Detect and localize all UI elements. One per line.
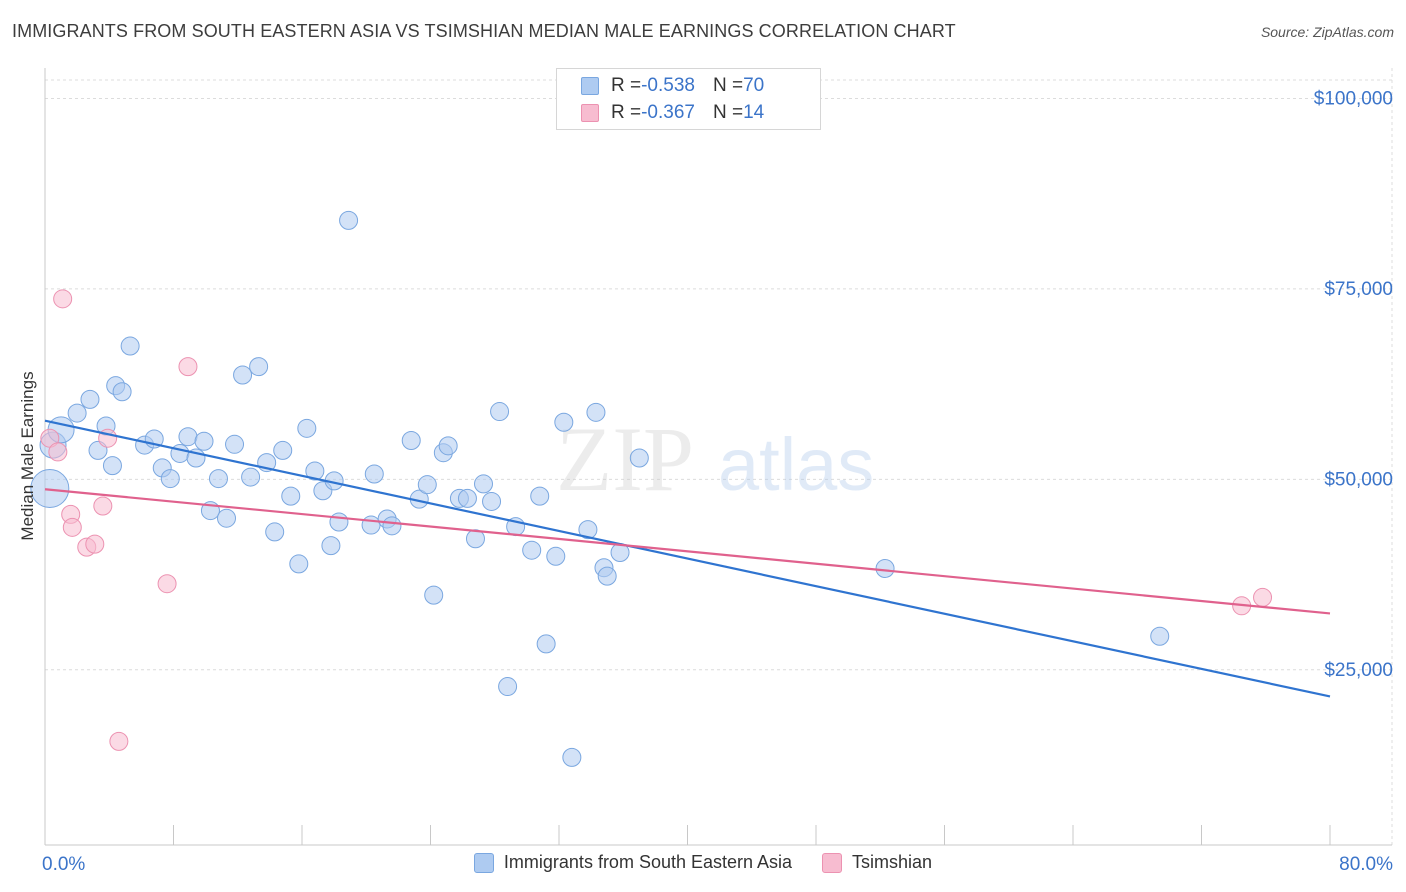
blue-point	[281, 486, 301, 506]
n-label: N =	[712, 102, 744, 123]
blue-point	[597, 566, 617, 586]
blue-point	[875, 558, 895, 578]
r-label: R =	[611, 102, 642, 123]
series-legend: Immigrants from South Eastern Asia Tsims…	[0, 852, 1406, 873]
legend-swatch-blue	[473, 852, 494, 873]
pink-point	[1253, 587, 1273, 607]
legend-item-immigrants[interactable]: Immigrants from South Eastern Asia	[473, 852, 793, 873]
legend-label: Tsimshian	[852, 852, 933, 872]
blue-point	[305, 461, 325, 481]
watermark-zip: ZIP	[556, 408, 694, 510]
blue-point	[170, 443, 190, 463]
blue-point	[289, 554, 309, 574]
blue-point	[339, 210, 359, 230]
blue-point	[438, 436, 458, 456]
blue-point	[562, 747, 582, 767]
pink-point	[157, 574, 177, 594]
blue-point	[80, 389, 100, 409]
blue-point	[457, 488, 477, 508]
blue-point	[120, 336, 140, 356]
pink-swatch	[581, 104, 599, 122]
blue-point	[297, 418, 317, 438]
blue-point	[522, 540, 542, 560]
blue-point	[482, 491, 502, 511]
legend-item-tsimshian[interactable]: Tsimshian	[822, 852, 932, 873]
source-credit: Source: ZipAtlas.com	[1260, 24, 1394, 40]
blue-point	[361, 515, 381, 535]
n-value: 14	[743, 102, 765, 123]
y-tick-label: $25,000	[1324, 660, 1393, 681]
blue-point	[586, 402, 606, 422]
pink-point	[109, 731, 129, 751]
pink-point	[48, 442, 68, 462]
blue-point	[382, 516, 402, 536]
blue-point	[102, 456, 122, 476]
r-value: -0.538	[641, 75, 695, 96]
x-tick-label: 0.0%	[42, 854, 85, 875]
y-tick-label: $50,000	[1324, 469, 1393, 490]
blue-swatch	[581, 77, 599, 95]
blue-point	[474, 474, 494, 494]
y-tick-label: $100,000	[1314, 88, 1393, 109]
chart-title: IMMIGRANTS FROM SOUTH EASTERN ASIA VS TS…	[12, 21, 956, 41]
x-tick-label: 80.0%	[1339, 854, 1393, 875]
pink-point	[62, 517, 82, 537]
blue-point	[208, 469, 228, 489]
axes	[44, 68, 1392, 846]
data-points	[30, 210, 1273, 767]
pink-point	[93, 496, 113, 516]
blue-point	[67, 403, 87, 423]
tick-labels: $25,000 $50,000 $75,000 $100,000 0.0% 80.0%	[42, 88, 1393, 875]
blue-point	[424, 585, 444, 605]
blue-point	[417, 475, 437, 495]
blue-point	[225, 434, 245, 454]
blue-point	[536, 634, 556, 654]
pink-point	[53, 289, 73, 309]
legend-swatch-pink	[822, 852, 843, 873]
pink-point	[85, 534, 105, 554]
r-label: R =	[611, 75, 642, 96]
n-value: 70	[743, 75, 765, 96]
blue-point	[194, 431, 214, 451]
blue-point	[112, 382, 132, 402]
blue-point	[364, 464, 384, 484]
y-axis-label: Median Male Earnings	[18, 371, 37, 540]
stats-row-pink: R = -0.367 N = 14	[581, 100, 764, 126]
blue-point	[554, 412, 574, 432]
blue-point	[498, 677, 518, 697]
n-label: N =	[712, 75, 744, 96]
y-tick-label: $75,000	[1324, 279, 1393, 300]
blue-point	[265, 522, 285, 542]
r-value: -0.367	[641, 102, 695, 123]
blue-point	[233, 365, 253, 385]
blue-point	[217, 508, 237, 528]
legend-label: Immigrants from South Eastern Asia	[503, 852, 793, 872]
blue-point	[530, 486, 550, 506]
blue-point	[273, 440, 293, 460]
blue-point	[30, 468, 70, 508]
blue-trend-line	[44, 419, 1331, 698]
blue-point	[178, 427, 198, 447]
stats-legend: R = -0.538 N = 70 R = -0.367 N = 14	[556, 68, 821, 130]
blue-point	[546, 546, 566, 566]
blue-point	[160, 469, 180, 489]
blue-point	[629, 448, 649, 468]
watermark: ZIP atlas	[556, 408, 874, 510]
blue-point	[490, 402, 510, 422]
blue-point	[249, 357, 269, 377]
blue-point	[401, 431, 421, 451]
pink-point	[178, 357, 198, 377]
stats-row-blue: R = -0.538 N = 70	[581, 73, 764, 99]
blue-point	[241, 467, 261, 487]
blue-point	[321, 536, 341, 556]
pink-trend-line	[44, 488, 1331, 615]
trend-lines	[44, 419, 1331, 698]
blue-point	[1150, 626, 1170, 646]
blue-point	[329, 512, 349, 532]
watermark-atlas: atlas	[718, 423, 874, 506]
blue-point	[578, 520, 598, 540]
